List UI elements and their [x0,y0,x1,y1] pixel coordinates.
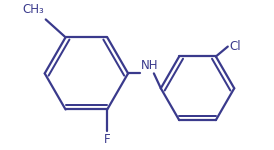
Text: CH₃: CH₃ [22,3,44,16]
Text: Cl: Cl [230,40,241,53]
Text: F: F [104,133,110,146]
Text: NH: NH [141,59,158,72]
